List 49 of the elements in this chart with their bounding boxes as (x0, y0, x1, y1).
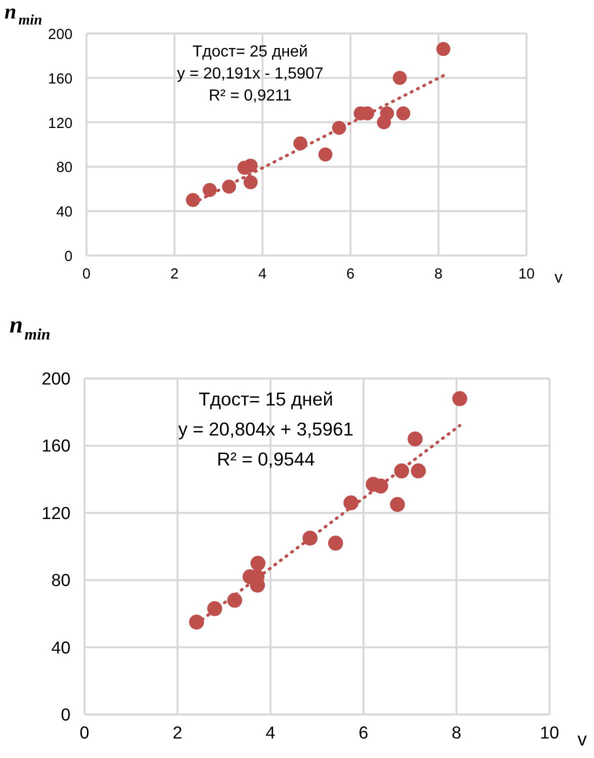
x-tick-label: 2 (170, 266, 179, 282)
y-tick-label: 80 (51, 570, 71, 590)
x-tick-label: 8 (434, 266, 443, 282)
x-tick-label: 2 (172, 722, 182, 742)
y-tick-label: 0 (64, 249, 73, 265)
point (186, 193, 200, 207)
x-tick-label: 10 (540, 722, 560, 742)
x-tick-label: 8 (452, 722, 462, 742)
y-tick-label: 200 (48, 27, 73, 43)
x-tick-label: 4 (258, 266, 267, 282)
x-axis-title: v (554, 270, 562, 286)
point (408, 431, 423, 446)
y-tick-label: 200 (42, 368, 71, 388)
point (343, 495, 358, 510)
annotation: y = 20,191x - 1,5907 (177, 66, 324, 82)
point (250, 556, 266, 571)
point (318, 148, 332, 162)
point (328, 536, 344, 551)
point (202, 183, 217, 197)
annotation: Тдост= 15 дней (198, 388, 334, 410)
point (436, 42, 450, 56)
point (244, 175, 258, 190)
annotation: y = 20,804x + 3,5961 (178, 418, 354, 440)
point (392, 70, 407, 85)
x-tick-label: 0 (80, 722, 90, 742)
x-tick-label: 0 (82, 266, 91, 282)
y-tick-label: 160 (48, 71, 73, 88)
x-tick-label: 6 (346, 266, 355, 282)
point (390, 497, 405, 512)
point (452, 391, 468, 406)
x-axis-title: v (578, 728, 588, 750)
point (189, 614, 204, 630)
point (380, 106, 394, 120)
point (396, 106, 410, 120)
y-tick-label: 40 (51, 637, 71, 658)
point (410, 463, 426, 478)
y-tick-label: 40 (56, 204, 73, 221)
y-tick-label: 160 (42, 436, 71, 456)
annotation: R² = 0,9211 (208, 88, 292, 104)
annotation: Тдост= 25 дней (192, 44, 308, 60)
x-tick-label: 6 (358, 722, 368, 742)
y-tick-label: 120 (42, 502, 71, 523)
y-tick-label: 0 (60, 704, 71, 724)
x-tick-label: 10 (518, 266, 535, 282)
x-tick-label: 4 (266, 722, 276, 742)
point (244, 158, 258, 173)
annotation: R² = 0,9544 (216, 448, 315, 470)
y-tick-label: 120 (48, 116, 73, 132)
y-tick-label: 80 (56, 160, 73, 176)
